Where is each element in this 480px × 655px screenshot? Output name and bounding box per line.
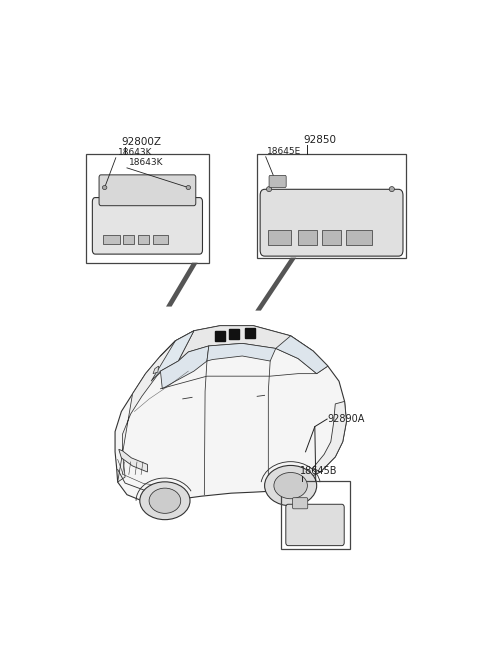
Bar [229,329,239,339]
Bar [257,155,406,257]
Polygon shape [166,263,198,307]
Bar [153,235,168,244]
Ellipse shape [389,187,395,192]
Bar [245,328,254,338]
FancyBboxPatch shape [260,189,403,256]
Text: 92890A: 92890A [328,414,365,424]
Text: 18643K: 18643K [118,148,152,157]
Bar [123,235,134,244]
Bar [281,481,350,549]
Polygon shape [276,336,328,373]
Ellipse shape [186,185,191,189]
Polygon shape [207,343,276,361]
Polygon shape [119,449,147,472]
Ellipse shape [140,482,190,519]
Ellipse shape [264,466,317,506]
Text: 92850: 92850 [304,135,336,145]
Ellipse shape [102,185,107,189]
Bar [268,230,291,245]
Polygon shape [153,366,158,373]
Bar [215,331,225,341]
Bar [86,155,209,263]
Polygon shape [178,326,328,373]
FancyBboxPatch shape [286,504,344,546]
Polygon shape [255,257,296,310]
Bar [103,235,120,244]
Polygon shape [115,326,347,503]
Text: 18645E: 18645E [266,147,300,156]
FancyBboxPatch shape [292,498,308,509]
Text: 18643K: 18643K [129,158,163,167]
Polygon shape [118,331,194,482]
Bar [322,230,341,245]
Polygon shape [313,402,347,472]
Ellipse shape [149,488,180,514]
Polygon shape [151,331,194,381]
Ellipse shape [266,187,272,192]
Bar [298,230,317,245]
FancyBboxPatch shape [92,198,203,254]
Bar [138,235,149,244]
Text: 18645B: 18645B [300,466,337,476]
Bar [347,230,372,245]
Ellipse shape [274,472,307,498]
Text: 92800Z: 92800Z [121,137,161,147]
Polygon shape [160,346,209,389]
FancyBboxPatch shape [99,175,196,206]
FancyBboxPatch shape [269,176,286,187]
